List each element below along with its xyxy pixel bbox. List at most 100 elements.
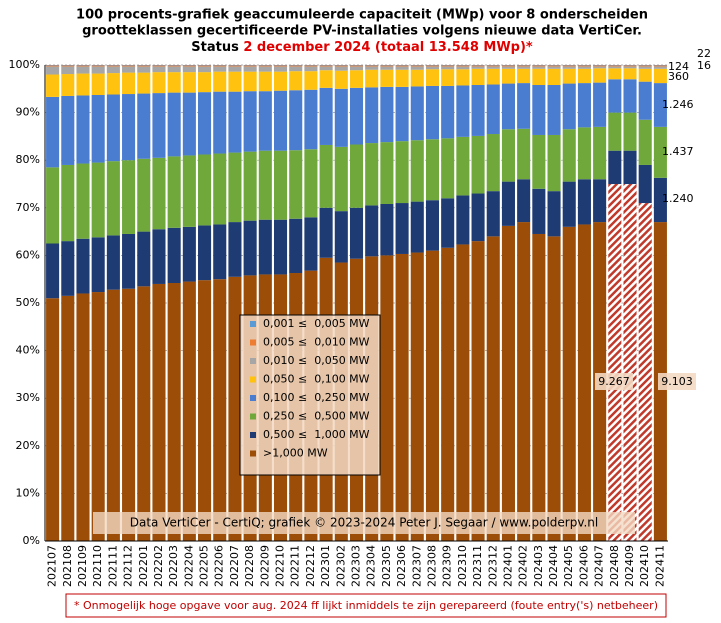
y-tick-label: 40%	[16, 344, 40, 357]
bar-segment	[274, 91, 287, 151]
bar-segment	[46, 75, 59, 97]
bar-segment	[289, 65, 302, 66]
bar-segment	[274, 66, 287, 71]
bar-segment	[532, 189, 545, 234]
bar-segment	[152, 65, 165, 66]
bar-segment	[396, 203, 409, 254]
bar-segment	[593, 83, 606, 127]
bar-segment	[335, 147, 348, 211]
x-tick-label: 202407	[593, 545, 606, 587]
bar-segment	[168, 66, 181, 72]
bar-segment	[532, 234, 545, 541]
bar-segment	[304, 65, 317, 66]
bar-segment	[608, 113, 621, 151]
bar-segment	[244, 221, 257, 276]
legend-swatch	[250, 395, 256, 401]
bar-segment	[532, 65, 545, 66]
bar-segment	[517, 65, 530, 66]
bar-segment	[623, 66, 636, 68]
bar-segment	[608, 68, 621, 79]
x-tick-label: 202406	[577, 545, 590, 587]
bar-segment	[380, 66, 393, 69]
bar-segment	[122, 160, 135, 234]
bar-segment	[320, 88, 333, 145]
y-tick-label: 90%	[16, 106, 40, 119]
bar-segment	[502, 69, 515, 84]
bar-segment	[472, 66, 485, 68]
bar-segment	[92, 95, 105, 163]
bar-segment	[107, 73, 120, 94]
bar-segment	[152, 66, 165, 72]
bar-segment	[426, 139, 439, 200]
bar-segment	[168, 93, 181, 157]
bar-segment	[122, 66, 135, 72]
bar-segment	[578, 179, 591, 224]
legend-swatch	[250, 358, 256, 364]
legend-label: 0,005 ≤ 0,010 MW	[263, 336, 370, 349]
bar-segment	[213, 154, 226, 225]
bar-segment	[365, 66, 378, 69]
bar-segment	[152, 284, 165, 541]
bar-segment	[517, 83, 530, 129]
bar-segment	[396, 65, 409, 66]
bar-segment	[487, 65, 500, 66]
bar-segment	[335, 211, 348, 262]
bar-segment	[365, 143, 378, 205]
bar-segment	[228, 72, 241, 92]
bar-segment	[46, 244, 59, 299]
bar-segment	[213, 72, 226, 92]
bar-segment	[61, 241, 74, 296]
bar-segment	[472, 69, 485, 85]
bar-segment	[122, 73, 135, 94]
bar-segment	[152, 158, 165, 229]
bar-segment	[380, 87, 393, 142]
bar-segment	[350, 65, 363, 66]
bar-segment	[183, 282, 196, 541]
bar-segment	[639, 203, 652, 541]
bar-segment	[228, 153, 241, 222]
legend-swatch	[250, 414, 256, 420]
bar-segment	[426, 86, 439, 139]
bar-segment	[456, 85, 469, 136]
bar-segment	[92, 163, 105, 238]
x-tick-label: 202111	[106, 545, 119, 587]
bar-segment	[335, 71, 348, 89]
x-tick-label: 202110	[91, 545, 104, 587]
bar-segment	[61, 165, 74, 241]
bar-segment	[259, 151, 272, 220]
bar-segment	[320, 145, 333, 208]
bar-segment	[502, 66, 515, 68]
bar-segment	[122, 94, 135, 160]
bar-segment	[548, 135, 561, 191]
bar-segment	[563, 227, 576, 541]
bar-segment	[137, 66, 150, 72]
bar-segment	[274, 220, 287, 275]
bar-segment	[608, 184, 621, 541]
bar-segment	[198, 92, 211, 154]
bar-segment	[198, 66, 211, 72]
bar-segment	[578, 65, 591, 66]
x-tick-label: 202403	[532, 545, 545, 587]
bar-segment	[304, 149, 317, 217]
bar-segment	[335, 89, 348, 147]
bar-segment	[122, 289, 135, 541]
bar-segment	[411, 86, 424, 140]
y-tick-label: 80%	[16, 153, 40, 166]
bar-segment	[396, 87, 409, 141]
bar-segment	[411, 70, 424, 87]
bar-segment	[365, 65, 378, 66]
bar-segment	[548, 65, 561, 66]
bar-segment	[472, 241, 485, 541]
bar-segment	[623, 151, 636, 184]
bar-segment	[441, 248, 454, 541]
x-tick-label: 202408	[608, 545, 621, 587]
bar-segment	[107, 66, 120, 73]
bar-segment	[228, 65, 241, 66]
bar-segment	[502, 182, 515, 226]
bar-segment	[61, 66, 74, 74]
bar-segment	[441, 66, 454, 69]
legend-swatch	[250, 432, 256, 438]
bar-segment	[198, 154, 211, 225]
bar-segment	[107, 95, 120, 162]
bar-segment	[532, 85, 545, 135]
